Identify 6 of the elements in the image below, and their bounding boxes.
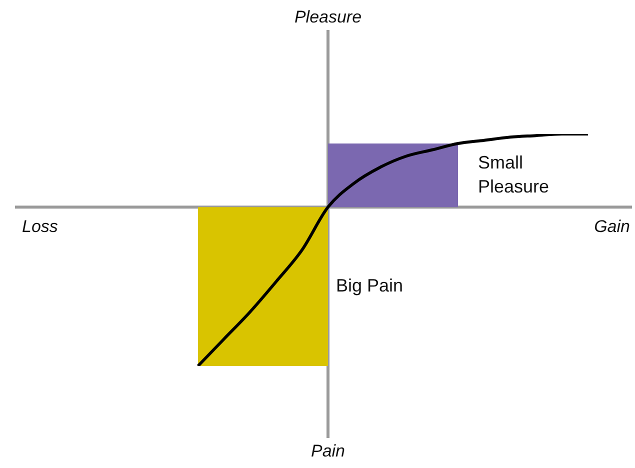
annotation: Big Pain [336, 276, 404, 296]
annotation: Small Pleasure [478, 152, 550, 196]
annotation: Gain [594, 216, 630, 236]
text: Pleasure [294, 8, 362, 27]
text: Loss [22, 216, 58, 236]
text: Pain [310, 442, 346, 461]
